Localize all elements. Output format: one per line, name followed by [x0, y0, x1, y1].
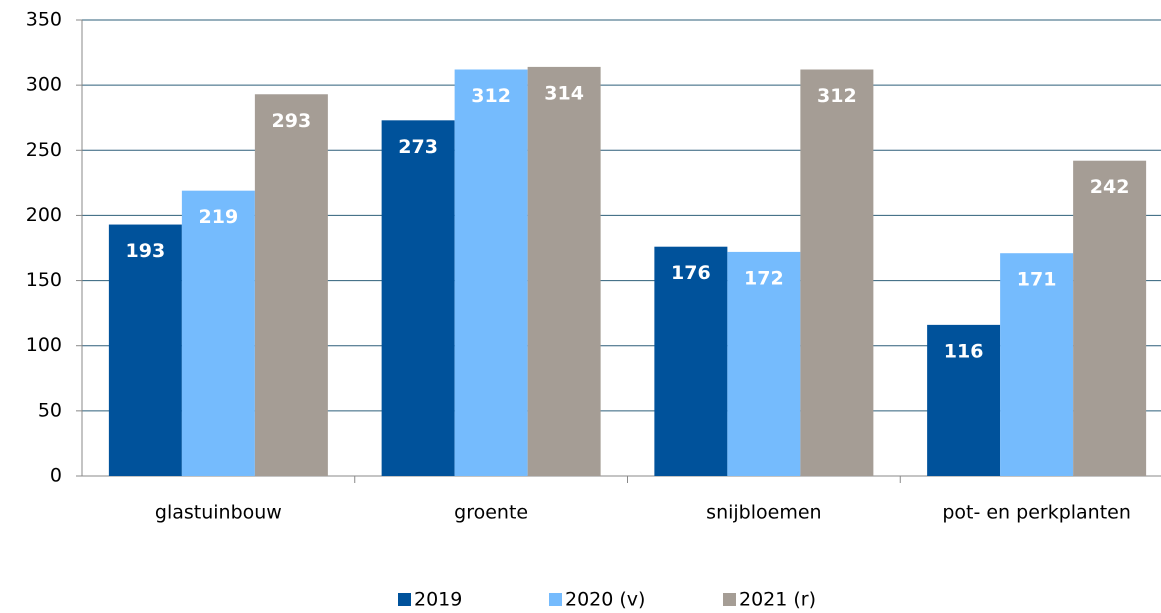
y-tick-label: 50	[38, 399, 62, 421]
bar	[527, 66, 601, 476]
value-label: 312	[817, 85, 857, 107]
value-label: 219	[199, 206, 239, 228]
bar	[1073, 160, 1147, 477]
value-label: 116	[944, 340, 984, 362]
value-label: 176	[671, 262, 711, 284]
bar	[381, 120, 455, 476]
y-tick-label: 150	[26, 269, 62, 291]
legend-swatch	[398, 593, 411, 606]
legend-swatch	[549, 593, 562, 606]
x-tick-label: pot- en perkplanten	[942, 502, 1131, 524]
value-label: 314	[544, 82, 584, 104]
value-label: 273	[398, 136, 438, 158]
bar	[800, 69, 874, 476]
bar	[454, 69, 528, 476]
y-tick-label: 200	[26, 204, 62, 226]
legend-swatch	[723, 593, 736, 606]
bar	[181, 190, 255, 476]
y-tick-label: 250	[26, 139, 62, 161]
legend-label: 2020 (v)	[565, 589, 645, 611]
y-tick-label: 350	[26, 9, 62, 31]
legend-label: 2019	[414, 589, 462, 611]
value-label: 171	[1017, 269, 1057, 291]
legend-label: 2021 (r)	[739, 589, 816, 611]
bar	[108, 224, 182, 476]
x-tick-label: groente	[454, 502, 528, 524]
bar	[654, 246, 728, 476]
y-tick-label: 100	[26, 334, 62, 356]
value-label: 293	[272, 110, 312, 132]
x-tick-label: glastuinbouw	[155, 502, 282, 524]
bar	[927, 324, 1001, 476]
bar	[727, 251, 801, 476]
y-tick-label: 0	[50, 465, 62, 487]
value-label: 193	[126, 240, 166, 262]
bar	[254, 94, 328, 477]
value-label: 312	[471, 85, 511, 107]
y-tick-label: 300	[26, 74, 62, 96]
x-tick-label: snijbloemen	[706, 502, 821, 524]
bar	[1000, 253, 1074, 476]
value-label: 172	[744, 267, 784, 289]
value-label: 242	[1090, 176, 1130, 198]
